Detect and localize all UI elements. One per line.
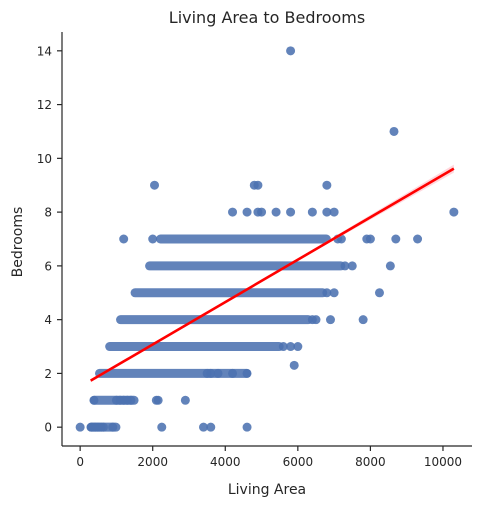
data-point	[358, 315, 368, 325]
data-point	[365, 234, 375, 244]
band-layer	[86, 234, 346, 432]
data-point	[126, 395, 136, 405]
point-band-5	[130, 288, 328, 298]
data-point	[89, 395, 99, 405]
data-point	[322, 180, 332, 190]
data-point	[157, 422, 167, 432]
data-point	[199, 422, 209, 432]
data-point	[293, 342, 303, 352]
data-point	[322, 207, 332, 217]
x-tick-label: 8000	[355, 455, 386, 469]
data-point	[119, 234, 129, 244]
x-axis-title: Living Area	[228, 482, 306, 498]
y-tick-label: 4	[44, 313, 52, 327]
data-point	[311, 315, 321, 325]
data-point	[325, 315, 335, 325]
data-point	[307, 207, 317, 217]
data-point	[389, 126, 399, 136]
x-tick-layer: 0 2000 4000 6000 8000 10000	[76, 446, 462, 469]
point-band-7	[155, 234, 331, 244]
data-point	[322, 288, 332, 298]
x-tick-label: 6000	[283, 455, 314, 469]
data-point	[98, 422, 108, 432]
y-tick-label: 8	[44, 206, 52, 220]
data-point	[374, 288, 384, 298]
data-point	[180, 395, 190, 405]
x-tick-label: 2000	[137, 455, 168, 469]
y-tick-layer: 0 2 4 6 8 10 12 14	[37, 44, 62, 435]
data-point	[391, 234, 401, 244]
data-point	[228, 368, 238, 378]
point-band-4	[116, 315, 313, 325]
regression-line	[90, 167, 455, 382]
data-point	[108, 422, 118, 432]
y-tick-label: 2	[44, 367, 52, 381]
point-band-2	[95, 368, 252, 378]
chart-title: Living Area to Bedrooms	[169, 8, 365, 27]
data-point	[150, 180, 160, 190]
x-tick-label: 0	[76, 455, 84, 469]
data-point	[289, 360, 299, 370]
y-tick-label: 6	[44, 259, 52, 273]
x-tick-label: 4000	[210, 455, 241, 469]
data-point	[242, 422, 252, 432]
x-tick-label: 10000	[424, 455, 462, 469]
data-point	[286, 342, 296, 352]
data-point	[385, 261, 395, 271]
data-point	[242, 207, 252, 217]
regression-layer	[90, 164, 455, 383]
data-point	[413, 234, 423, 244]
data-point	[153, 395, 163, 405]
data-point	[228, 207, 238, 217]
data-point	[206, 368, 216, 378]
data-point	[148, 234, 158, 244]
data-point	[340, 261, 350, 271]
data-point	[75, 422, 85, 432]
data-point	[278, 342, 288, 352]
data-point	[206, 422, 216, 432]
data-point	[329, 207, 339, 217]
data-point	[257, 207, 267, 217]
data-point	[213, 368, 223, 378]
data-point	[286, 207, 296, 217]
data-point	[329, 288, 339, 298]
y-axis-title: Bedrooms	[10, 207, 26, 278]
point-band-6	[145, 261, 346, 271]
point-band-3	[105, 342, 284, 352]
data-point	[347, 261, 357, 271]
y-tick-label: 0	[44, 421, 52, 435]
point-layer	[75, 46, 459, 432]
data-point	[449, 207, 459, 217]
data-point	[242, 368, 252, 378]
y-tick-label: 12	[37, 98, 52, 112]
data-point	[253, 180, 263, 190]
data-point	[286, 46, 296, 56]
y-tick-label: 14	[37, 44, 52, 58]
data-point	[271, 207, 281, 217]
y-tick-label: 10	[37, 152, 52, 166]
